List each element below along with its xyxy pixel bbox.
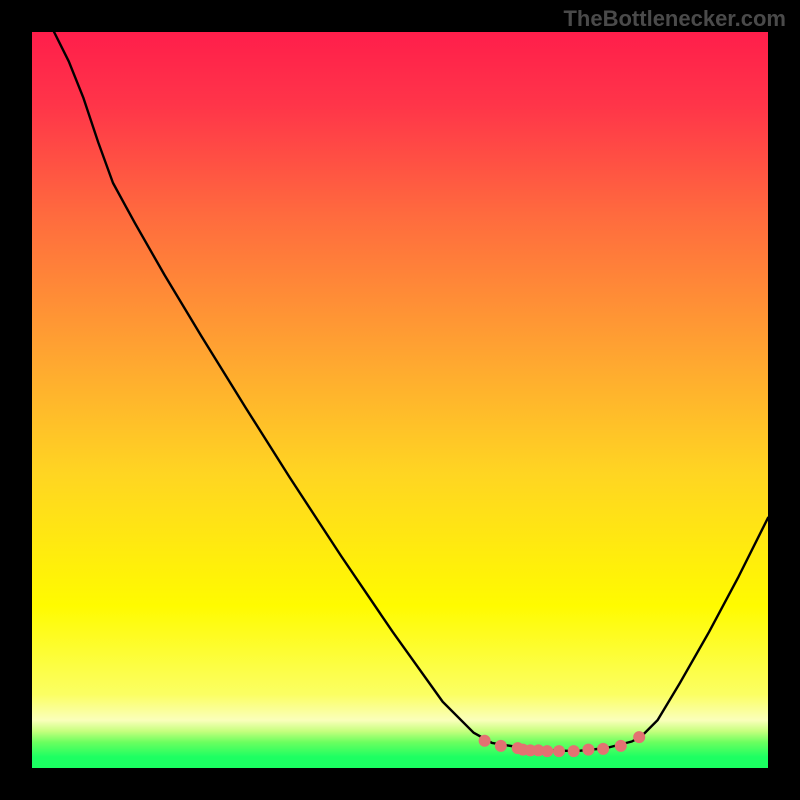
bottleneck-curve xyxy=(54,32,768,751)
chart-container: TheBottlenecker.com xyxy=(0,0,800,800)
curve-layer xyxy=(32,32,768,768)
optimal-range-markers xyxy=(479,732,645,757)
marker-point xyxy=(615,740,626,751)
marker-point xyxy=(542,746,553,757)
plot-area xyxy=(32,32,768,768)
marker-point xyxy=(598,743,609,754)
marker-point xyxy=(568,746,579,757)
marker-point xyxy=(495,740,506,751)
marker-point xyxy=(553,746,564,757)
marker-point xyxy=(583,744,594,755)
watermark-text: TheBottlenecker.com xyxy=(563,6,786,32)
marker-point xyxy=(634,732,645,743)
marker-point xyxy=(479,735,490,746)
